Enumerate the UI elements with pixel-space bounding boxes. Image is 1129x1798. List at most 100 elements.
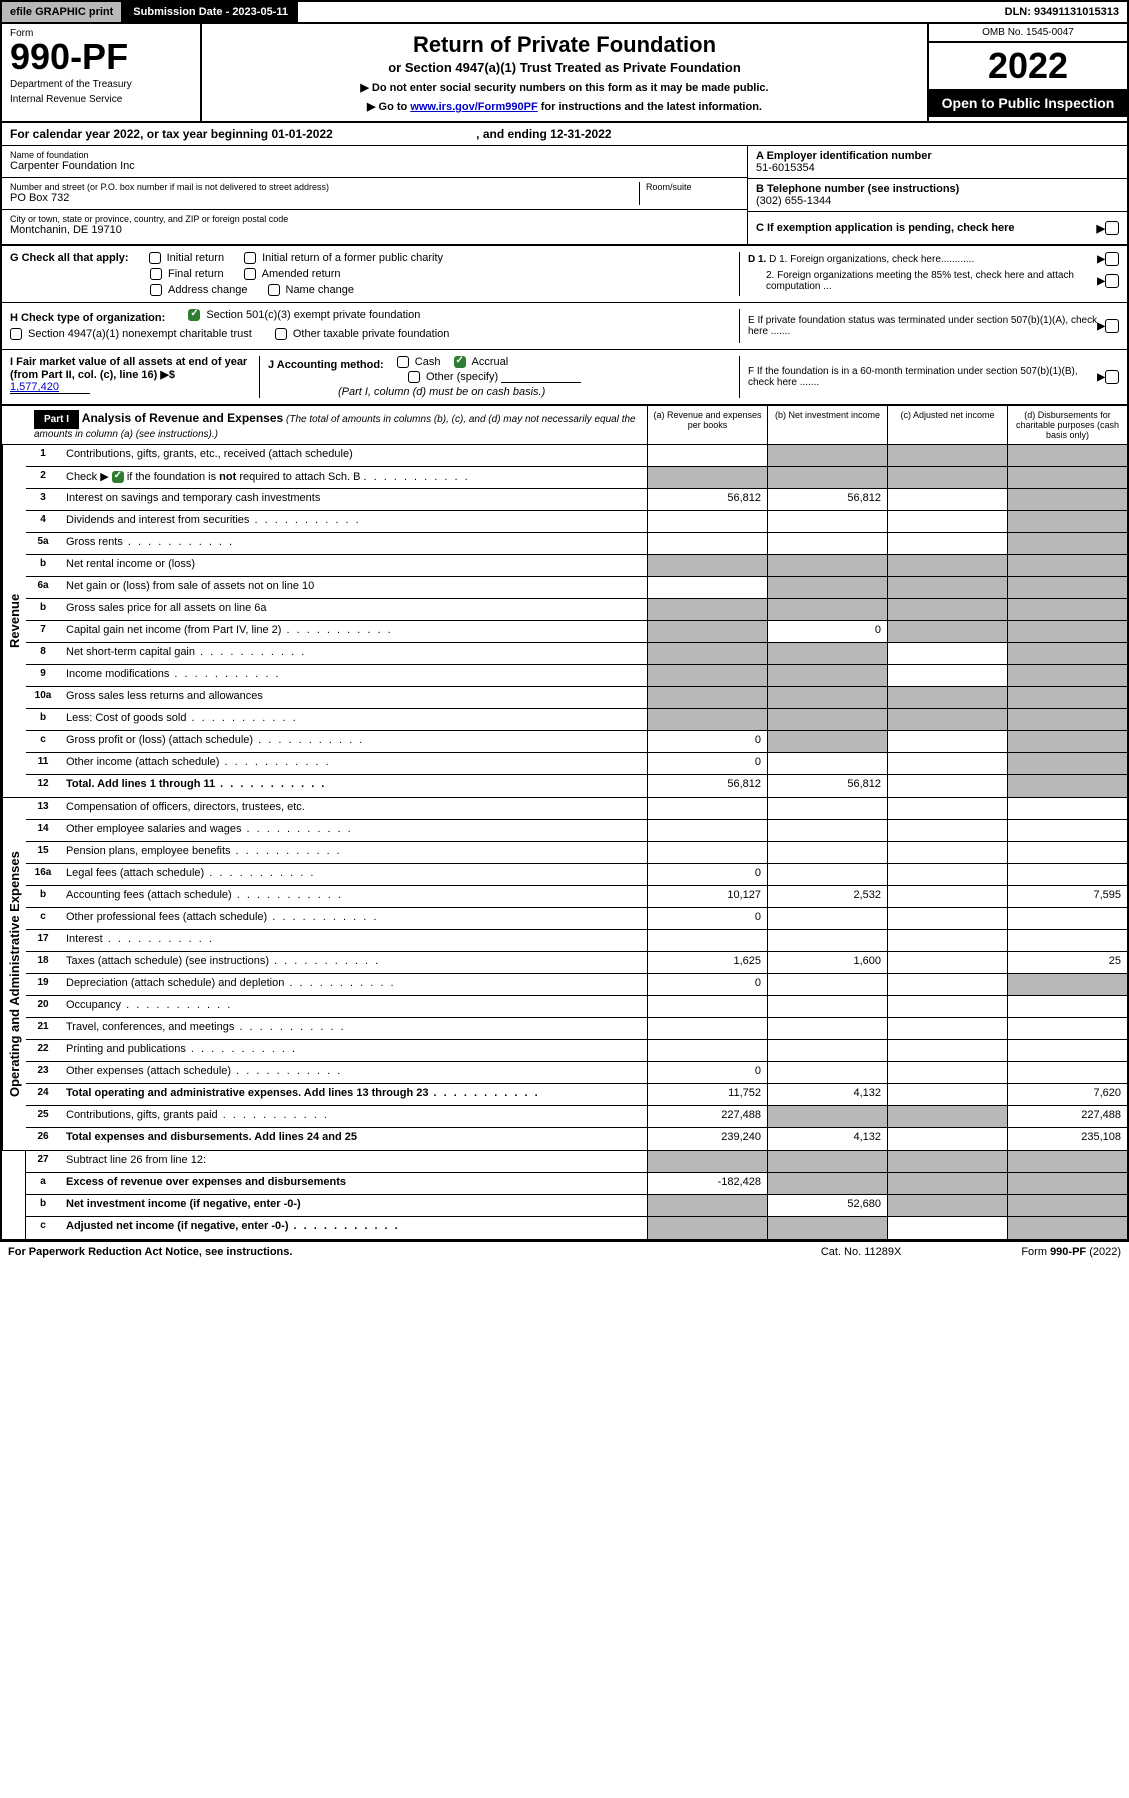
initial-return-checkbox[interactable]	[149, 252, 161, 264]
other-method-checkbox[interactable]	[408, 371, 420, 383]
f-label: F If the foundation is in a 60-month ter…	[748, 366, 1097, 388]
table-row: bGross sales price for all assets on lin…	[26, 599, 1127, 621]
section-ij: I Fair market value of all assets at end…	[0, 350, 1129, 406]
cell-a	[647, 643, 767, 664]
part1-label: Part I	[34, 410, 79, 429]
j-note: (Part I, column (d) must be on cash basi…	[338, 386, 739, 398]
section-h: H Check type of organization: Section 50…	[0, 303, 1129, 350]
row-label: Printing and publications	[60, 1040, 647, 1061]
row-label: Travel, conferences, and meetings	[60, 1018, 647, 1039]
row-label: Subtract line 26 from line 12:	[60, 1151, 647, 1172]
table-row: 2Check ▶ if the foundation is not requir…	[26, 467, 1127, 489]
cell-d: 7,595	[1007, 886, 1127, 907]
cell-b	[767, 974, 887, 995]
row-label: Legal fees (attach schedule)	[60, 864, 647, 885]
cell-d	[1007, 775, 1127, 797]
cell-a	[647, 621, 767, 642]
cell-d	[1007, 687, 1127, 708]
cell-a: 0	[647, 731, 767, 752]
open-to-public: Open to Public Inspection	[929, 89, 1127, 117]
cell-d	[1007, 820, 1127, 841]
cell-b	[767, 842, 887, 863]
table-row: 1Contributions, gifts, grants, etc., rec…	[26, 445, 1127, 467]
cell-d	[1007, 798, 1127, 819]
table-row: 11Other income (attach schedule)0	[26, 753, 1127, 775]
room-label: Room/suite	[646, 182, 739, 192]
row-number: 25	[26, 1106, 60, 1127]
h-label: H Check type of organization:	[10, 312, 165, 324]
e-checkbox[interactable]	[1105, 319, 1119, 333]
cell-c	[887, 621, 1007, 642]
top-bar: efile GRAPHIC print Submission Date - 20…	[0, 0, 1129, 24]
form-link[interactable]: www.irs.gov/Form990PF	[410, 101, 537, 113]
other-taxable-checkbox[interactable]	[275, 328, 287, 340]
cell-b	[767, 1173, 887, 1194]
address-change-checkbox[interactable]	[150, 284, 162, 296]
cell-c	[887, 886, 1007, 907]
cell-d	[1007, 489, 1127, 510]
table-row: 16aLegal fees (attach schedule)0	[26, 864, 1127, 886]
501c3-checkbox[interactable]	[188, 309, 200, 321]
cell-a	[647, 533, 767, 554]
c-checkbox[interactable]	[1105, 221, 1119, 235]
row-number: b	[26, 555, 60, 576]
cell-b	[767, 1040, 887, 1061]
cell-a: 11,752	[647, 1084, 767, 1105]
cell-c	[887, 1151, 1007, 1172]
cell-b	[767, 996, 887, 1017]
cash-checkbox[interactable]	[397, 356, 409, 368]
row-number: 19	[26, 974, 60, 995]
fmv-value[interactable]: 1,577,420	[10, 381, 90, 394]
row-label: Interest on savings and temporary cash i…	[60, 489, 647, 510]
paperwork-notice: For Paperwork Reduction Act Notice, see …	[8, 1246, 821, 1258]
cell-d	[1007, 643, 1127, 664]
row-label: Other income (attach schedule)	[60, 753, 647, 774]
row-label: Dividends and interest from securities	[60, 511, 647, 532]
accrual-checkbox[interactable]	[454, 356, 466, 368]
cell-b	[767, 930, 887, 951]
d2-checkbox[interactable]	[1105, 274, 1119, 288]
efile-print-button[interactable]: efile GRAPHIC print	[2, 2, 123, 22]
cell-c	[887, 709, 1007, 730]
table-row: 8Net short-term capital gain	[26, 643, 1127, 665]
cell-b: 56,812	[767, 489, 887, 510]
table-row: 12Total. Add lines 1 through 1156,81256,…	[26, 775, 1127, 797]
row-number: 27	[26, 1151, 60, 1172]
row-number: c	[26, 908, 60, 929]
d1-checkbox[interactable]	[1105, 252, 1119, 266]
cell-b	[767, 643, 887, 664]
amended-checkbox[interactable]	[244, 268, 256, 280]
row-label: Net investment income (if negative, ente…	[60, 1195, 647, 1216]
row-label: Gross sales price for all assets on line…	[60, 599, 647, 620]
final-return-checkbox[interactable]	[150, 268, 162, 280]
cell-d	[1007, 555, 1127, 576]
row-number: 15	[26, 842, 60, 863]
cell-a: 0	[647, 864, 767, 885]
4947-checkbox[interactable]	[10, 328, 22, 340]
f-checkbox[interactable]	[1105, 370, 1119, 384]
row-label: Other employee salaries and wages	[60, 820, 647, 841]
initial-former-checkbox[interactable]	[244, 252, 256, 264]
cell-b	[767, 687, 887, 708]
row-label: Total expenses and disbursements. Add li…	[60, 1128, 647, 1150]
submission-date: Submission Date - 2023-05-11	[123, 2, 298, 22]
cell-b	[767, 908, 887, 929]
cell-c	[887, 908, 1007, 929]
cell-b	[767, 533, 887, 554]
name-change-checkbox[interactable]	[268, 284, 280, 296]
cell-d	[1007, 511, 1127, 532]
cell-a: 0	[647, 908, 767, 929]
table-row: 20Occupancy	[26, 996, 1127, 1018]
row-number: 21	[26, 1018, 60, 1039]
table-row: bLess: Cost of goods sold	[26, 709, 1127, 731]
schb-checkbox[interactable]	[112, 471, 124, 483]
cell-c	[887, 753, 1007, 774]
table-row: 5aGross rents	[26, 533, 1127, 555]
i-label: I Fair market value of all assets at end…	[10, 356, 247, 381]
cell-d	[1007, 665, 1127, 686]
cell-d	[1007, 599, 1127, 620]
cell-c	[887, 489, 1007, 510]
table-row: 17Interest	[26, 930, 1127, 952]
city: Montchanin, DE 19710	[10, 224, 739, 236]
c-label: C If exemption application is pending, c…	[756, 222, 1097, 234]
